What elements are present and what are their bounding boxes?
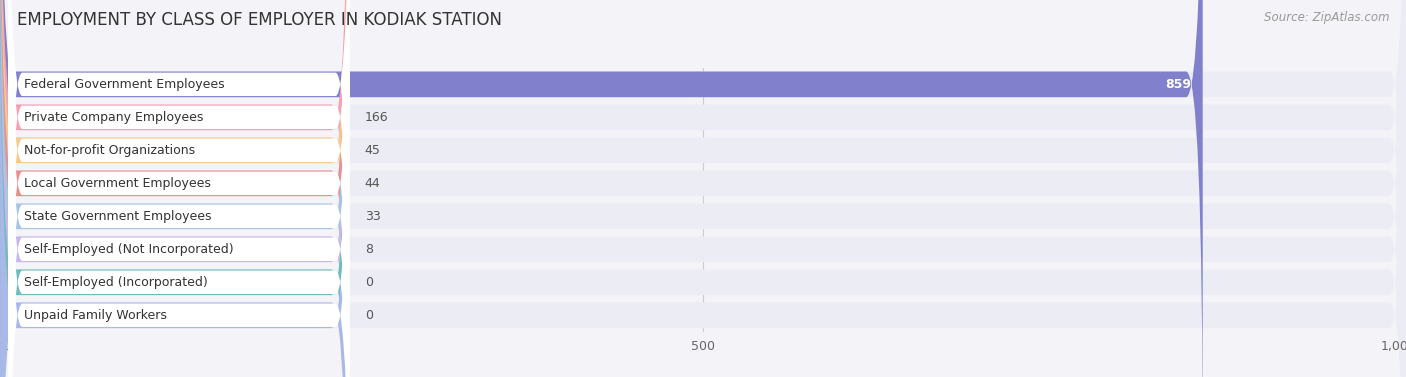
Text: State Government Employees: State Government Employees — [24, 210, 211, 223]
Text: Local Government Employees: Local Government Employees — [24, 177, 211, 190]
FancyBboxPatch shape — [8, 0, 350, 377]
Text: Source: ZipAtlas.com: Source: ZipAtlas.com — [1264, 11, 1389, 24]
Text: 45: 45 — [364, 144, 381, 157]
Text: 859: 859 — [1166, 78, 1191, 91]
FancyBboxPatch shape — [8, 0, 350, 377]
Text: Private Company Employees: Private Company Employees — [24, 111, 202, 124]
Text: 0: 0 — [364, 276, 373, 289]
FancyBboxPatch shape — [0, 0, 1202, 377]
FancyBboxPatch shape — [0, 0, 349, 377]
FancyBboxPatch shape — [8, 0, 350, 377]
Text: Federal Government Employees: Federal Government Employees — [24, 78, 225, 91]
Text: 166: 166 — [364, 111, 388, 124]
FancyBboxPatch shape — [8, 0, 350, 377]
Text: Self-Employed (Incorporated): Self-Employed (Incorporated) — [24, 276, 208, 289]
Text: 8: 8 — [364, 243, 373, 256]
FancyBboxPatch shape — [0, 0, 349, 377]
FancyBboxPatch shape — [0, 0, 349, 377]
FancyBboxPatch shape — [8, 0, 350, 377]
Text: Unpaid Family Workers: Unpaid Family Workers — [24, 309, 166, 322]
Text: Not-for-profit Organizations: Not-for-profit Organizations — [24, 144, 195, 157]
FancyBboxPatch shape — [8, 0, 350, 377]
Text: Self-Employed (Not Incorporated): Self-Employed (Not Incorporated) — [24, 243, 233, 256]
FancyBboxPatch shape — [0, 0, 349, 377]
Text: 33: 33 — [364, 210, 381, 223]
FancyBboxPatch shape — [0, 0, 349, 377]
FancyBboxPatch shape — [0, 0, 349, 377]
FancyBboxPatch shape — [8, 0, 350, 377]
FancyBboxPatch shape — [0, 0, 349, 377]
Text: 0: 0 — [364, 309, 373, 322]
FancyBboxPatch shape — [8, 0, 350, 377]
Text: EMPLOYMENT BY CLASS OF EMPLOYER IN KODIAK STATION: EMPLOYMENT BY CLASS OF EMPLOYER IN KODIA… — [17, 11, 502, 29]
Text: 44: 44 — [364, 177, 381, 190]
